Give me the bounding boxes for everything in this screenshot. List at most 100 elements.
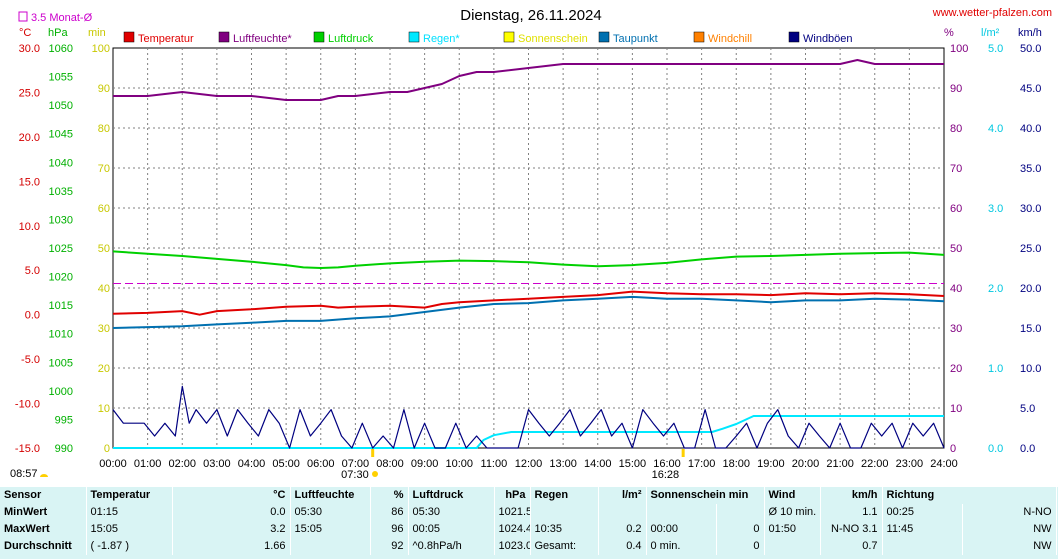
axis-tick-sunshine: 70 — [98, 163, 110, 175]
stats-avg-row: Durchschnitt ( -1.87 ) 1.66 92 ^0.8hPa/h… — [0, 538, 1057, 555]
axis-unit-pressure: hPa — [48, 27, 68, 39]
stats-header-dir: Richtung — [882, 487, 1057, 504]
axis-tick-pressure: 995 — [55, 414, 73, 426]
axis-tick-humidity: 90 — [950, 83, 962, 95]
stats-max-dir-time: 11:45 — [882, 521, 963, 538]
series-line-luftdruck — [112, 250, 945, 269]
stats-header-row: Sensor Temperatur °C Luftfeuchte % Luftd… — [0, 487, 1057, 504]
axis-tick-sunshine: 0 — [104, 443, 110, 455]
axis-tick-wind: 30.0 — [1020, 203, 1041, 215]
axis-tick-rain: 1.0 — [988, 363, 1003, 375]
stats-min-hum-val: 86 — [370, 504, 409, 521]
website-link[interactable]: www.wetter-pfalzen.com — [932, 7, 1052, 19]
x-tick-label: 11:00 — [481, 458, 508, 470]
axis-tick-humidity: 40 — [950, 283, 962, 295]
axis-tick-wind: 5.0 — [1020, 403, 1035, 415]
stats-max-sun-val: 0 — [716, 521, 765, 538]
x-tick-label: 18:00 — [722, 458, 750, 470]
axis-tick-sunshine: 20 — [98, 363, 110, 375]
stats-avg-rain-time: Gesamt: — [530, 538, 599, 555]
axis-tick-temp: -15.0 — [15, 443, 40, 455]
stats-min-sun-time — [646, 504, 717, 521]
x-tick-label: 02:00 — [168, 458, 196, 470]
axis-tick-wind: 25.0 — [1020, 243, 1041, 255]
axis-tick-sunshine: 30 — [98, 323, 110, 335]
axis-tick-rain: 4.0 — [988, 123, 1003, 135]
series-line-regen — [113, 415, 944, 449]
stats-max-wind-speed: 3.1 — [862, 523, 878, 535]
stats-avg-dir-time — [882, 538, 963, 555]
stats-min-pres-val: 1021.5 — [494, 504, 531, 521]
axis-tick-rain: 5.0 — [988, 43, 1003, 55]
legend-swatch — [123, 31, 135, 43]
legend: Temperatur Luftfeuchte* Luftdruck Regen* Son… — [123, 31, 853, 45]
stats-min-pres-time: 05:30 — [408, 504, 495, 521]
legend-label: Luftdruck — [328, 33, 374, 45]
axis-tick-temp: 25.0 — [19, 87, 40, 99]
sunrise-time: 07:30 — [341, 469, 369, 481]
legend-label: Taupunkt — [613, 33, 658, 45]
stats-min-wind-time: Ø 10 min. — [764, 504, 821, 521]
stats-header-temp: Temperatur — [86, 487, 173, 504]
stats-header-temp-unit: °C — [172, 487, 291, 504]
axis-tick-pressure: 1010 — [49, 329, 73, 341]
stats-avg-label: Durchschnitt — [0, 538, 87, 555]
axis-tick-pressure: 1030 — [49, 214, 73, 226]
stats-header-pres: Luftdruck — [408, 487, 495, 504]
x-tick-label: 14:00 — [584, 458, 612, 470]
stats-min-row: MinWert 01:15 0.0 05:30 86 05:30 1021.5 … — [0, 504, 1057, 521]
stats-avg-hum-val: 92 — [370, 538, 409, 555]
x-tick-label: 03:00 — [203, 458, 231, 470]
legend-label: Luftfeuchte* — [233, 33, 292, 45]
sunrise-marker — [371, 449, 375, 457]
legend-label: Windchill — [708, 33, 752, 45]
x-tick-label: 08:00 — [376, 458, 404, 470]
axis-tick-pressure: 1005 — [49, 357, 73, 369]
series-line-taupunkt — [112, 295, 945, 329]
stats-max-label: MaxWert — [0, 521, 87, 538]
axis-tick-temp: 0.0 — [25, 310, 40, 322]
axes: 30.0 25.0 20.0 15.0 10.0 5.0 0.0 -5.0 -10.0 -15.0… — [15, 43, 1042, 455]
legend-swatch — [788, 31, 800, 43]
axis-tick-wind: 40.0 — [1020, 123, 1041, 135]
legend-swatch — [503, 31, 515, 43]
axis-tick-pressure: 1000 — [49, 386, 73, 398]
last-update-time: 08:57 — [10, 468, 38, 480]
axis-tick-temp: 20.0 — [19, 132, 40, 144]
x-tick-label: 07:00 — [342, 458, 370, 470]
sun-icon — [372, 471, 378, 477]
axis-tick-temp: 10.0 — [19, 221, 40, 233]
x-tick-label: 21:00 — [826, 458, 854, 470]
x-tick-label: 09:00 — [411, 458, 439, 470]
axis-tick-temp: -5.0 — [21, 354, 40, 366]
stats-avg-sun-val: 0 — [716, 538, 765, 555]
axis-tick-wind: 50.0 — [1020, 43, 1041, 55]
stats-min-rain-time — [530, 504, 599, 521]
axis-tick-pressure: 1025 — [49, 243, 73, 255]
sun-icon — [40, 474, 48, 477]
x-tick-label: 01:00 — [134, 458, 162, 470]
stats-header-sun: Sonnenschein min — [646, 487, 765, 504]
stats-max-row: MaxWert 15:05 3.2 15:05 96 00:05 1024.4 … — [0, 521, 1057, 538]
axis-tick-pressure: 1020 — [49, 272, 73, 284]
axis-tick-temp: 5.0 — [25, 265, 40, 277]
axis-tick-temp: -10.0 — [15, 399, 40, 411]
axis-tick-pressure: 1045 — [49, 129, 73, 141]
axis-tick-wind: 10.0 — [1020, 363, 1041, 375]
monthly-avg-label: 3.5 Monat-Ø — [31, 12, 93, 24]
sun-markers: 07:30 16:28 — [40, 449, 685, 481]
stats-max-rain-time: 10:35 — [530, 521, 599, 538]
axis-tick-sunshine: 60 — [98, 203, 110, 215]
axis-tick-temp: 15.0 — [19, 176, 40, 188]
stats-max-rain-val: 0.2 — [598, 521, 647, 538]
stats-max-pres-time: 00:05 — [408, 521, 495, 538]
axis-tick-humidity: 20 — [950, 363, 962, 375]
x-tick-label: 12:00 — [515, 458, 543, 470]
axis-tick-pressure: 1050 — [49, 100, 73, 112]
axis-tick-humidity: 70 — [950, 163, 962, 175]
sunset-marker — [681, 449, 685, 457]
stats-header-wind: Wind — [764, 487, 821, 504]
legend-label: Temperatur — [138, 33, 194, 45]
axis-tick-temp: 30.0 — [19, 43, 40, 55]
axis-tick-pressure: 1015 — [49, 300, 73, 312]
